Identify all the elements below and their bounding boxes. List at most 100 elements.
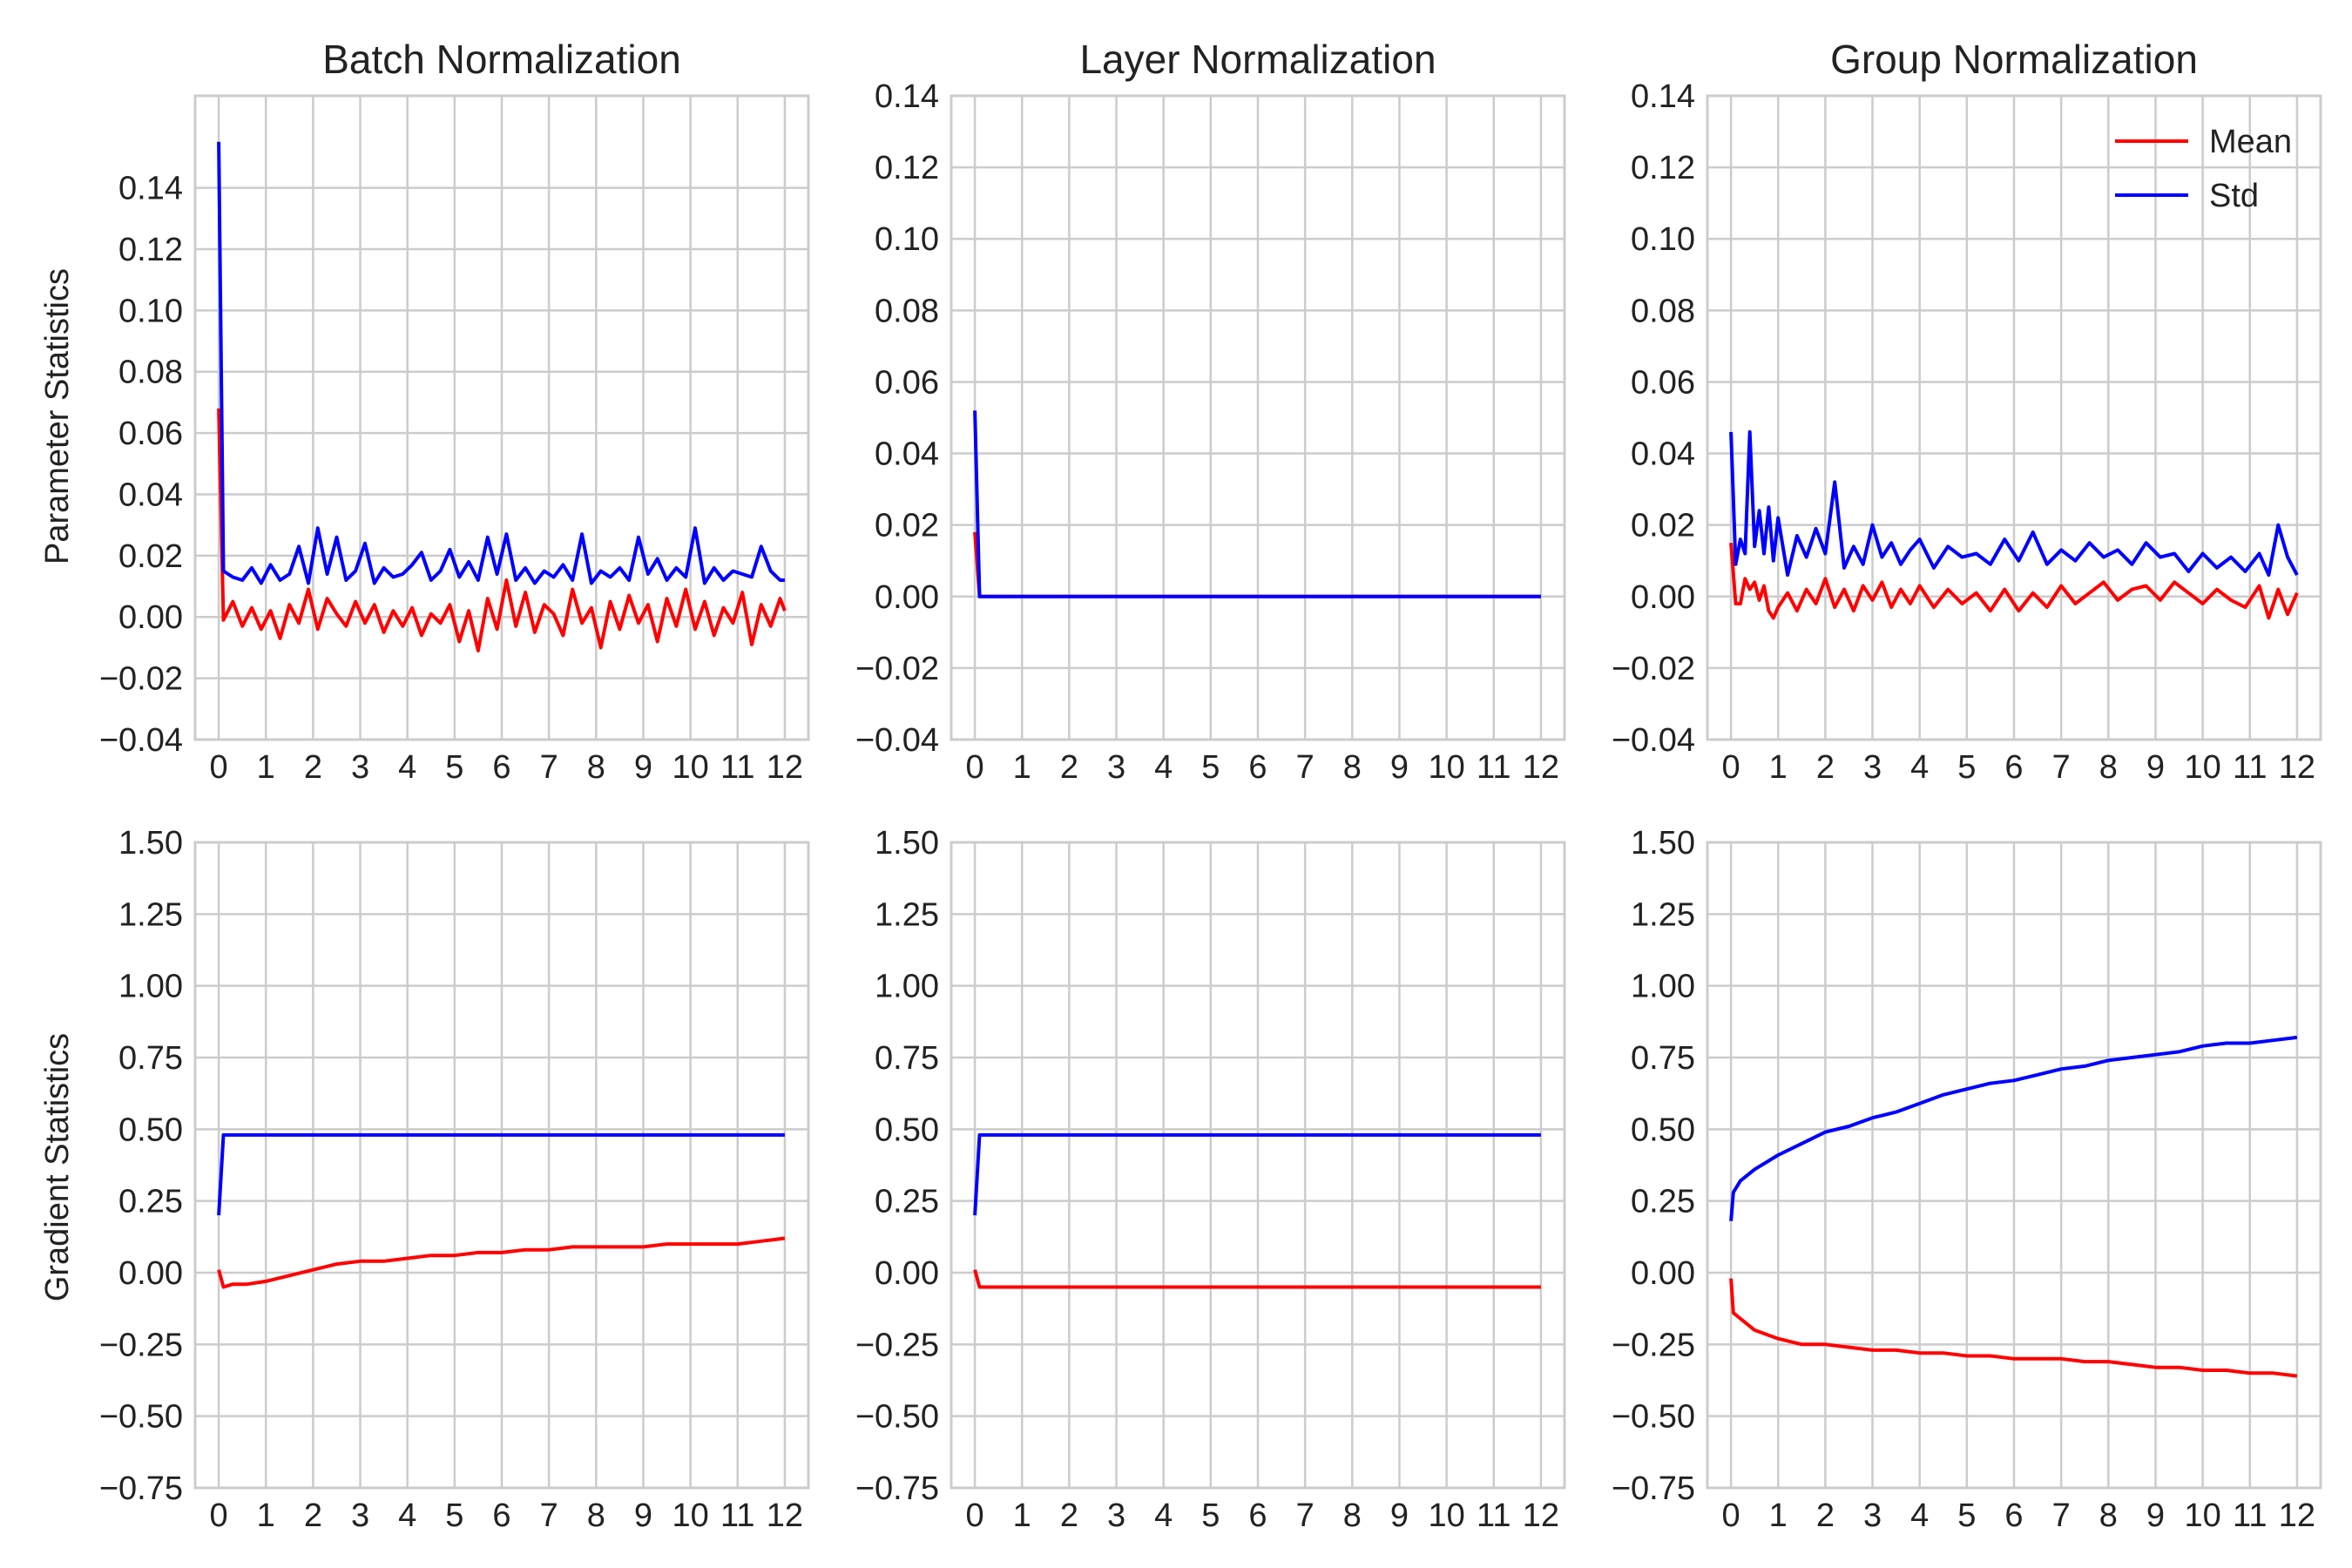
y-tick-label: 0.04 xyxy=(1631,436,1695,473)
x-tick-label: 5 xyxy=(1957,1497,1976,1534)
x-tick-label: 8 xyxy=(1343,749,1362,786)
x-tick-label: 1 xyxy=(1013,1497,1031,1534)
x-tick-label: 2 xyxy=(1816,1497,1835,1534)
y-tick-label: 0.02 xyxy=(118,538,183,575)
y-tick-label: 0.08 xyxy=(118,355,183,391)
y-tick-label: −0.02 xyxy=(1612,651,1695,687)
y-tick-label: 0.00 xyxy=(1631,1255,1695,1292)
y-tick-label: 0.02 xyxy=(875,508,939,544)
x-tick-label: 9 xyxy=(1390,1497,1409,1534)
x-tick-label: 1 xyxy=(257,749,275,786)
subplot-1: 0 1 2 3 4 5 6 7 8 9 10 11 12−0.04−0.020.000.020.040.… xyxy=(99,37,810,786)
y-tick-label: 0.14 xyxy=(1631,78,1695,115)
y-tick-label: 0.12 xyxy=(1631,150,1695,186)
x-tick-label: 0 xyxy=(1722,1497,1740,1534)
y-tick-label: 1.25 xyxy=(875,896,939,933)
y-tick-label: 0.08 xyxy=(1631,293,1695,329)
x-tick-label: 3 xyxy=(351,1497,369,1534)
x-tick-label: 8 xyxy=(587,749,605,786)
x-tick-label: 5 xyxy=(1201,749,1220,786)
x-tick-label: 9 xyxy=(634,749,652,786)
x-tick-label: 1 xyxy=(257,1497,275,1534)
y-tick-label: −0.04 xyxy=(99,722,183,759)
y-tick-label: 1.25 xyxy=(118,896,183,933)
x-tick-label: 2 xyxy=(304,749,322,786)
y-tick-label: −0.75 xyxy=(99,1470,183,1507)
y-tick-label: 0.00 xyxy=(875,1255,939,1292)
y-tick-label: 1.00 xyxy=(875,969,939,1005)
panel-title: Layer Normalization xyxy=(1079,37,1436,82)
x-tick-label: 9 xyxy=(1390,749,1409,786)
x-tick-label: 0 xyxy=(210,1497,228,1534)
x-tick-label: 5 xyxy=(445,749,463,786)
x-tick-label: 1 xyxy=(1013,749,1031,786)
mean-line xyxy=(217,1236,786,1289)
x-tick-label: 10 xyxy=(1428,1497,1464,1534)
x-tick-label: 11 xyxy=(2233,749,2267,786)
y-tick-label: 0.12 xyxy=(118,232,183,268)
y-tick-label: 0.25 xyxy=(118,1184,183,1220)
row-label-parameter-statistics: Parameter Statistics xyxy=(39,268,76,564)
plot-frame xyxy=(193,841,810,1490)
y-tick-label: 1.00 xyxy=(1631,969,1695,1005)
y-tick-label: −0.50 xyxy=(99,1399,183,1436)
std-line xyxy=(217,141,785,585)
x-tick-label: 0 xyxy=(210,749,228,786)
x-tick-label: 7 xyxy=(540,749,558,786)
x-tick-label: 4 xyxy=(398,749,416,786)
y-tick-label: 1.50 xyxy=(875,825,939,862)
y-tick-label: 0.14 xyxy=(875,78,939,115)
x-tick-label: 4 xyxy=(398,1497,416,1534)
x-tick-label: 9 xyxy=(634,1497,652,1534)
y-tick-label: 0.00 xyxy=(118,599,183,636)
y-tick-label: 0.25 xyxy=(1631,1184,1695,1220)
x-tick-label: 8 xyxy=(587,1497,605,1534)
x-tick-label: 11 xyxy=(1477,749,1511,786)
y-tick-label: 0.50 xyxy=(1631,1112,1695,1148)
y-tick-label: −0.02 xyxy=(855,651,939,687)
plot-frame xyxy=(950,841,1566,1490)
x-tick-label: 11 xyxy=(720,749,754,786)
x-tick-label: 8 xyxy=(2099,1497,2118,1534)
x-tick-label: 2 xyxy=(1816,749,1835,786)
legend-label-mean: Mean xyxy=(2209,124,2292,160)
y-tick-label: 0.75 xyxy=(875,1040,939,1077)
x-tick-label: 2 xyxy=(1060,1497,1078,1534)
subplot-3: 0 1 2 3 4 5 6 7 8 9 10 11 12−0.04−0.020.000.020.040.… xyxy=(1612,37,2322,786)
x-tick-label: 7 xyxy=(2052,749,2071,786)
x-tick-label: 9 xyxy=(2146,749,2165,786)
x-tick-label: 11 xyxy=(1477,1497,1511,1534)
x-tick-label: 10 xyxy=(2184,1497,2220,1534)
std-line xyxy=(217,1132,785,1216)
y-tick-label: −0.04 xyxy=(855,722,939,759)
y-tick-label: 0.06 xyxy=(1631,364,1695,401)
y-tick-label: 0.10 xyxy=(875,221,939,258)
x-tick-label: 8 xyxy=(2099,749,2118,786)
x-tick-label: 6 xyxy=(2004,1497,2023,1534)
x-tick-label: 11 xyxy=(2233,1497,2267,1534)
y-tick-label: 0.00 xyxy=(1631,579,1695,616)
y-tick-label: 0.12 xyxy=(875,150,939,186)
y-tick-label: 0.02 xyxy=(1631,508,1695,544)
y-tick-label: −0.75 xyxy=(1612,1470,1695,1507)
x-tick-label: 12 xyxy=(767,1497,803,1534)
x-tick-label: 10 xyxy=(2184,749,2220,786)
x-tick-label: 12 xyxy=(1523,1497,1559,1534)
x-tick-label: 4 xyxy=(1154,1497,1173,1534)
x-tick-label: 3 xyxy=(351,749,369,786)
y-tick-label: 0.75 xyxy=(118,1040,183,1077)
x-tick-label: 4 xyxy=(1910,1497,1929,1534)
y-tick-label: 0.08 xyxy=(875,293,939,329)
x-tick-label: 7 xyxy=(540,1497,558,1534)
y-tick-label: 0.75 xyxy=(1631,1040,1695,1077)
x-tick-label: 12 xyxy=(2279,1497,2315,1534)
y-tick-label: −0.25 xyxy=(1612,1327,1695,1363)
subplot-4: 0 1 2 3 4 5 6 7 8 9 10 11 12−0.75−0.50−0.250.000.250… xyxy=(99,825,810,1534)
std-line xyxy=(973,410,1541,598)
y-tick-label: −0.75 xyxy=(855,1470,939,1507)
y-tick-label: 0.06 xyxy=(875,364,939,401)
x-tick-label: 10 xyxy=(1428,749,1464,786)
y-tick-label: −0.50 xyxy=(855,1399,939,1436)
y-tick-label: −0.25 xyxy=(855,1327,939,1363)
y-tick-label: 0.00 xyxy=(875,579,939,616)
